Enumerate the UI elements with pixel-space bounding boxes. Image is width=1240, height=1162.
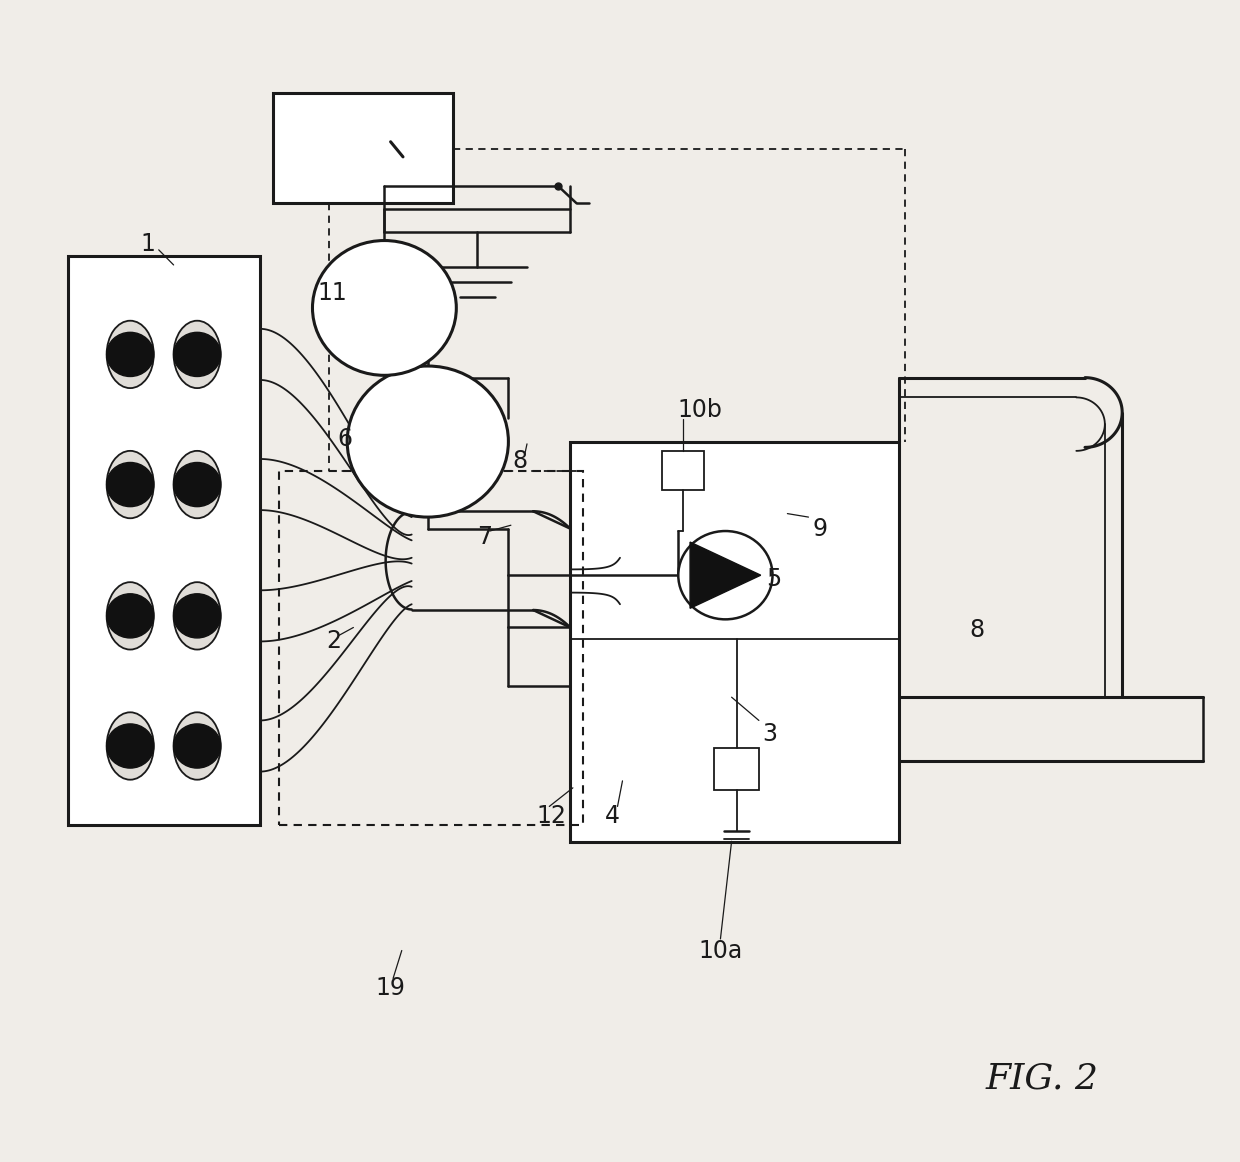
Ellipse shape — [107, 582, 154, 650]
Text: 12: 12 — [537, 804, 567, 827]
Ellipse shape — [107, 321, 154, 388]
Bar — [68, 256, 260, 825]
Circle shape — [174, 462, 221, 507]
Ellipse shape — [174, 712, 221, 780]
Bar — [714, 748, 759, 790]
Text: 1: 1 — [140, 232, 155, 256]
Text: 8: 8 — [512, 450, 527, 473]
Text: 2: 2 — [326, 630, 341, 653]
Text: 19: 19 — [376, 976, 405, 999]
Circle shape — [312, 241, 456, 375]
Text: 5: 5 — [766, 567, 781, 590]
Text: 7: 7 — [477, 525, 492, 548]
Bar — [353, 292, 408, 329]
Ellipse shape — [174, 321, 221, 388]
Circle shape — [174, 724, 221, 768]
Ellipse shape — [174, 451, 221, 518]
Bar — [662, 451, 704, 490]
Text: 6: 6 — [337, 428, 352, 451]
Circle shape — [107, 332, 154, 376]
Bar — [273, 93, 453, 203]
Circle shape — [174, 332, 221, 376]
Text: 3: 3 — [763, 723, 777, 746]
Text: 10a: 10a — [698, 939, 743, 962]
Text: 8: 8 — [970, 618, 985, 641]
Text: 11: 11 — [317, 281, 347, 304]
Text: 9: 9 — [812, 517, 827, 540]
Circle shape — [174, 594, 221, 638]
Circle shape — [678, 531, 773, 619]
Text: FIG. 2: FIG. 2 — [986, 1061, 1099, 1096]
Bar — [570, 442, 899, 842]
Ellipse shape — [174, 582, 221, 650]
Ellipse shape — [107, 712, 154, 780]
Polygon shape — [689, 543, 760, 609]
Text: 4: 4 — [605, 804, 620, 827]
Circle shape — [107, 594, 154, 638]
Text: 10b: 10b — [677, 399, 722, 422]
Bar — [279, 471, 583, 825]
Circle shape — [107, 462, 154, 507]
Circle shape — [347, 366, 508, 517]
Ellipse shape — [107, 451, 154, 518]
Circle shape — [107, 724, 154, 768]
